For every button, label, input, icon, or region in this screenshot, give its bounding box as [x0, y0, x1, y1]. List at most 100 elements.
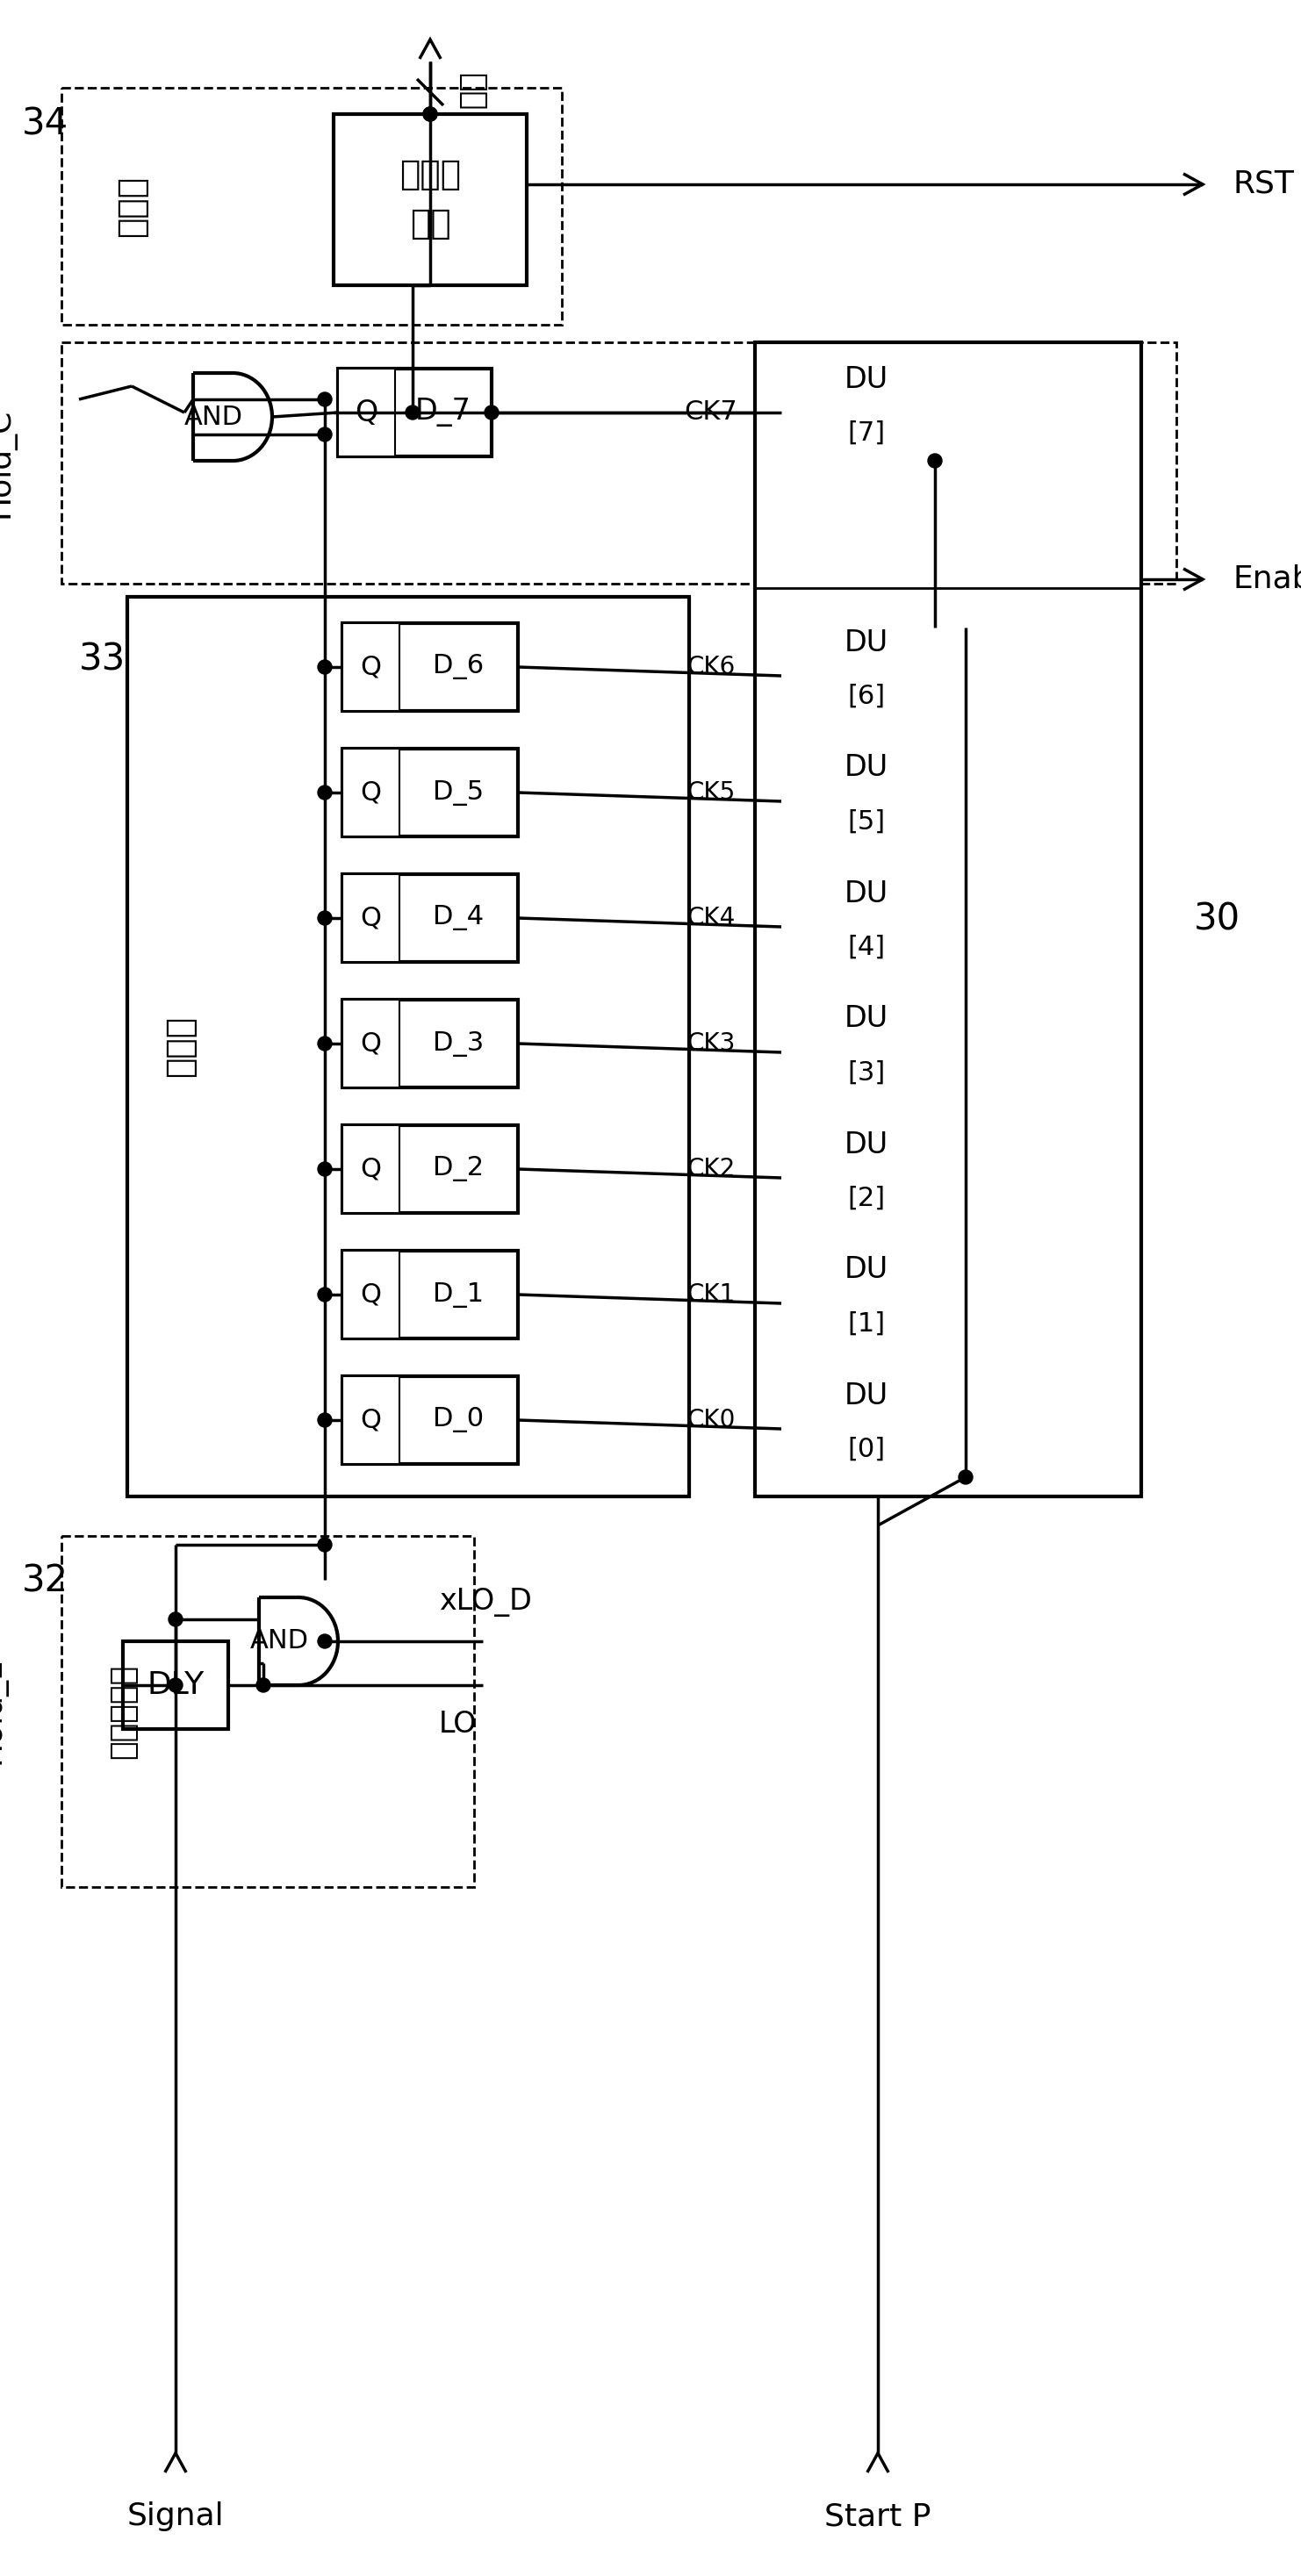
Bar — [342, 1126, 518, 1213]
Text: Enable: Enable — [1233, 564, 1301, 595]
Circle shape — [317, 1633, 332, 1649]
Circle shape — [317, 786, 332, 799]
Text: Hold_L: Hold_L — [0, 1659, 7, 1765]
Text: xLO_D: xLO_D — [438, 1587, 532, 1618]
Text: RST: RST — [1233, 170, 1294, 198]
Text: LO: LO — [438, 1710, 477, 1739]
Text: [3]: [3] — [847, 1059, 886, 1084]
Circle shape — [423, 108, 437, 121]
Bar — [782, 1381, 952, 1476]
Circle shape — [317, 1162, 332, 1177]
Text: [0]: [0] — [847, 1437, 886, 1461]
Text: 30: 30 — [1194, 902, 1241, 938]
Text: CK2: CK2 — [687, 1157, 735, 1182]
Circle shape — [256, 1677, 271, 1692]
Circle shape — [317, 659, 332, 675]
Bar — [61, 88, 562, 325]
Bar — [342, 1252, 518, 1340]
Text: [2]: [2] — [847, 1185, 886, 1211]
Text: AND: AND — [183, 404, 243, 430]
Bar — [782, 752, 952, 850]
Text: DU: DU — [844, 366, 889, 394]
Bar — [755, 343, 1141, 1497]
Text: D_0: D_0 — [433, 1406, 484, 1432]
Text: [5]: [5] — [847, 809, 886, 835]
Text: Q: Q — [360, 1283, 381, 1306]
Text: DU: DU — [844, 755, 889, 783]
Bar — [818, 796, 915, 845]
Bar — [338, 368, 492, 456]
Bar — [342, 873, 518, 961]
Text: Hold_C: Hold_C — [0, 407, 16, 518]
Circle shape — [169, 1613, 182, 1625]
Text: 电路: 电路 — [410, 206, 450, 240]
Bar — [782, 629, 952, 724]
Text: CK0: CK0 — [687, 1409, 735, 1432]
Text: D_1: D_1 — [433, 1283, 484, 1306]
Bar — [342, 999, 518, 1087]
Text: 32: 32 — [22, 1561, 69, 1600]
Bar — [782, 1005, 952, 1100]
Bar — [342, 1376, 399, 1463]
Bar — [782, 1131, 952, 1226]
Text: DU: DU — [844, 1381, 889, 1409]
Text: CK7: CK7 — [684, 399, 738, 425]
Text: CK4: CK4 — [687, 907, 735, 930]
Bar — [342, 873, 399, 961]
Bar — [818, 1175, 915, 1221]
Circle shape — [406, 404, 420, 420]
Text: DLY: DLY — [147, 1669, 204, 1700]
Text: 33: 33 — [79, 641, 126, 677]
Text: D_4: D_4 — [433, 904, 484, 930]
Circle shape — [317, 428, 332, 440]
Text: Q: Q — [355, 399, 377, 428]
Bar — [818, 922, 915, 971]
Text: D_6: D_6 — [433, 654, 484, 680]
Bar — [342, 999, 399, 1087]
Text: D_7: D_7 — [415, 399, 471, 428]
Bar — [818, 672, 915, 719]
Bar — [782, 878, 952, 976]
Text: DU: DU — [844, 1131, 889, 1159]
Circle shape — [317, 1036, 332, 1051]
Circle shape — [928, 453, 942, 469]
Bar — [818, 407, 915, 456]
Bar — [818, 1048, 915, 1097]
Circle shape — [423, 108, 437, 121]
Text: DU: DU — [844, 629, 889, 657]
Text: Start P: Start P — [825, 2501, 932, 2532]
Circle shape — [317, 1538, 332, 1551]
Text: [7]: [7] — [847, 420, 886, 446]
Bar — [342, 1252, 399, 1340]
Circle shape — [317, 1414, 332, 1427]
Text: CK6: CK6 — [687, 654, 735, 680]
Text: CK5: CK5 — [687, 781, 735, 804]
Text: CK1: CK1 — [687, 1283, 735, 1306]
Bar — [342, 1126, 399, 1213]
Text: CK3: CK3 — [687, 1030, 735, 1056]
Text: [6]: [6] — [847, 683, 886, 708]
Bar — [127, 598, 690, 1497]
Text: DU: DU — [844, 1255, 889, 1285]
Text: Q: Q — [360, 1030, 381, 1056]
Bar — [782, 1255, 952, 1352]
Bar — [342, 750, 518, 837]
Circle shape — [959, 1471, 973, 1484]
Bar — [818, 1425, 915, 1473]
Text: D_2: D_2 — [433, 1157, 484, 1182]
Text: D_3: D_3 — [433, 1030, 484, 1056]
Bar — [338, 368, 396, 456]
Text: [4]: [4] — [847, 935, 886, 961]
Circle shape — [317, 1288, 332, 1301]
Bar — [342, 623, 518, 711]
Bar — [333, 113, 527, 286]
Text: 信号生成部: 信号生成部 — [108, 1664, 138, 1759]
Bar — [342, 750, 399, 837]
Text: AND: AND — [250, 1628, 308, 1654]
Bar — [818, 1298, 915, 1347]
Text: 计数部: 计数部 — [114, 175, 148, 237]
Text: D_5: D_5 — [433, 781, 484, 806]
Bar — [122, 1641, 228, 1728]
Text: Q: Q — [360, 1157, 381, 1182]
Circle shape — [484, 404, 498, 420]
